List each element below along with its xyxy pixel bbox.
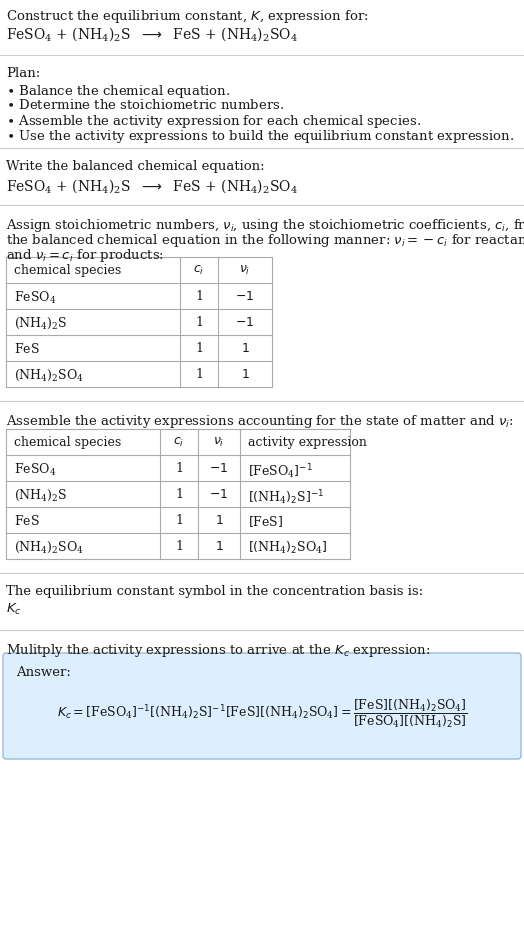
Text: 1: 1 <box>175 540 183 553</box>
Text: Answer:: Answer: <box>16 666 71 679</box>
Text: $[\mathregular{FeSO_4}]^{-1}$: $[\mathregular{FeSO_4}]^{-1}$ <box>248 462 313 481</box>
Text: $\bullet$ Use the activity expressions to build the equilibrium constant express: $\bullet$ Use the activity expressions t… <box>6 128 514 145</box>
Text: Assemble the activity expressions accounting for the state of matter and $\nu_i$: Assemble the activity expressions accoun… <box>6 413 514 430</box>
Text: $-1$: $-1$ <box>235 316 255 329</box>
Text: $\mathregular{(NH_4)_2SO_4}$: $\mathregular{(NH_4)_2SO_4}$ <box>14 368 84 383</box>
Text: chemical species: chemical species <box>14 436 121 449</box>
Text: $[(\mathregular{NH_4})_2\mathregular{S}]^{-1}$: $[(\mathregular{NH_4})_2\mathregular{S}]… <box>248 488 324 507</box>
Text: Mulitply the activity expressions to arrive at the $K_c$ expression:: Mulitply the activity expressions to arr… <box>6 642 430 659</box>
Text: $\bullet$ Determine the stoichiometric numbers.: $\bullet$ Determine the stoichiometric n… <box>6 98 285 112</box>
Text: $K_c = [\mathregular{FeSO_4}]^{-1}[(\mathregular{NH_4})_2\mathregular{S}]^{-1}[\: $K_c = [\mathregular{FeSO_4}]^{-1}[(\mat… <box>57 698 467 730</box>
FancyBboxPatch shape <box>3 653 521 759</box>
Text: $\mathregular{FeS}$: $\mathregular{FeS}$ <box>14 342 40 356</box>
Text: $\mathregular{FeSO_4}$: $\mathregular{FeSO_4}$ <box>14 462 56 478</box>
Text: 1: 1 <box>195 316 203 329</box>
Text: $\mathregular{(NH_4)_2S}$: $\mathregular{(NH_4)_2S}$ <box>14 316 67 331</box>
Text: $1$: $1$ <box>241 342 249 355</box>
Text: Construct the equilibrium constant, $K$, expression for:: Construct the equilibrium constant, $K$,… <box>6 8 369 25</box>
Text: chemical species: chemical species <box>14 264 121 277</box>
Text: 1: 1 <box>195 342 203 355</box>
Text: $1$: $1$ <box>241 368 249 381</box>
Text: $\mathregular{FeSO_4}$ + $\mathregular{(NH_4)_2S}$  $\longrightarrow$  $\mathreg: $\mathregular{FeSO_4}$ + $\mathregular{(… <box>6 177 298 195</box>
Text: the balanced chemical equation in the following manner: $\nu_i = -c_i$ for react: the balanced chemical equation in the fo… <box>6 232 524 249</box>
Text: $1$: $1$ <box>215 514 223 527</box>
Text: $\nu_i$: $\nu_i$ <box>239 264 250 277</box>
Text: $[(\mathregular{NH_4})_2\mathregular{SO_4}]$: $[(\mathregular{NH_4})_2\mathregular{SO_… <box>248 540 327 556</box>
Text: $\mathregular{FeSO_4}$: $\mathregular{FeSO_4}$ <box>14 290 56 307</box>
Text: $\mathregular{FeSO_4}$ + $\mathregular{(NH_4)_2S}$  $\longrightarrow$  $\mathreg: $\mathregular{FeSO_4}$ + $\mathregular{(… <box>6 25 298 43</box>
Text: $\bullet$ Assemble the activity expression for each chemical species.: $\bullet$ Assemble the activity expressi… <box>6 113 421 130</box>
Text: Plan:: Plan: <box>6 67 40 80</box>
Text: 1: 1 <box>175 488 183 501</box>
Text: activity expression: activity expression <box>248 436 367 449</box>
Text: $\nu_i$: $\nu_i$ <box>213 436 225 449</box>
Text: $\bullet$ Balance the chemical equation.: $\bullet$ Balance the chemical equation. <box>6 83 231 100</box>
Text: $c_i$: $c_i$ <box>193 264 205 277</box>
Text: $1$: $1$ <box>215 540 223 553</box>
Text: $-1$: $-1$ <box>235 290 255 303</box>
Text: $c_i$: $c_i$ <box>173 436 184 449</box>
Text: and $\nu_i = c_i$ for products:: and $\nu_i = c_i$ for products: <box>6 247 164 264</box>
Text: $-1$: $-1$ <box>210 488 228 501</box>
Text: Assign stoichiometric numbers, $\nu_i$, using the stoichiometric coefficients, $: Assign stoichiometric numbers, $\nu_i$, … <box>6 217 524 234</box>
Text: Write the balanced chemical equation:: Write the balanced chemical equation: <box>6 160 265 173</box>
Text: $K_c$: $K_c$ <box>6 602 21 617</box>
Text: 1: 1 <box>195 290 203 303</box>
Text: 1: 1 <box>175 462 183 475</box>
Text: 1: 1 <box>195 368 203 381</box>
Text: The equilibrium constant symbol in the concentration basis is:: The equilibrium constant symbol in the c… <box>6 585 423 598</box>
Text: 1: 1 <box>175 514 183 527</box>
Text: $\mathregular{FeS}$: $\mathregular{FeS}$ <box>14 514 40 528</box>
Text: $-1$: $-1$ <box>210 462 228 475</box>
Text: $\mathregular{(NH_4)_2SO_4}$: $\mathregular{(NH_4)_2SO_4}$ <box>14 540 84 555</box>
Text: $\mathregular{(NH_4)_2S}$: $\mathregular{(NH_4)_2S}$ <box>14 488 67 503</box>
Text: $[\mathregular{FeS}]$: $[\mathregular{FeS}]$ <box>248 514 283 529</box>
